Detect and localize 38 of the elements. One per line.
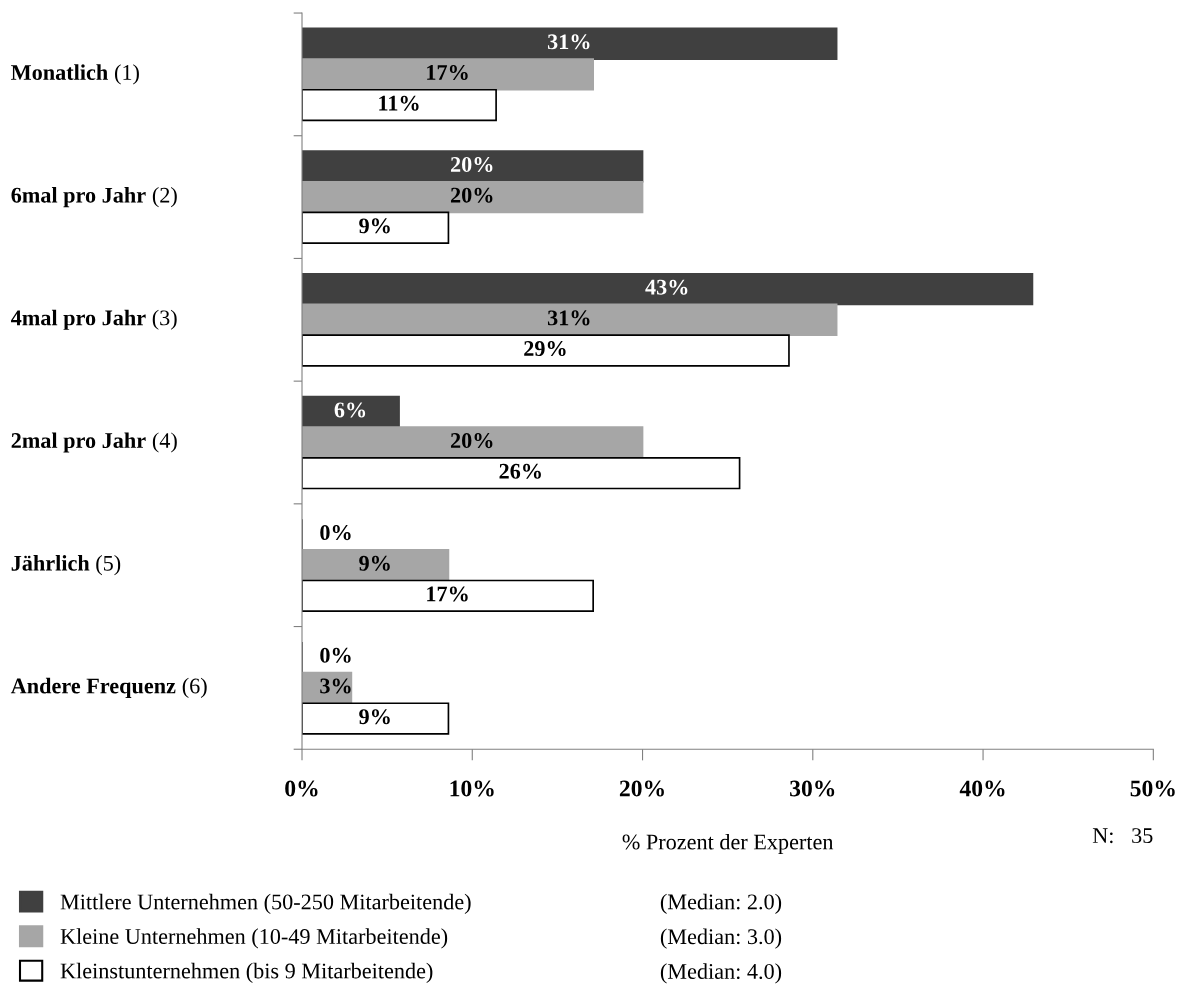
y-tick-label: 2mal pro Jahr (4)	[11, 432, 177, 453]
data-label: 43%	[645, 279, 688, 295]
legend-label: Kleine Unternehmen (10-49 Mitarbeitende)	[60, 928, 448, 949]
y-tick-label: Jährlich (5)	[11, 555, 121, 576]
x-tick-label: 40%	[959, 780, 1005, 797]
x-tick-label: 50%	[1130, 780, 1175, 797]
data-label: 20%	[450, 433, 493, 449]
y-tick-label: 4mal pro Jahr (3)	[11, 309, 177, 330]
data-label: 9%	[359, 555, 390, 571]
y-tick-label: Andere Frequenz (6)	[10, 677, 207, 698]
text: N: 35	[1092, 828, 1153, 844]
text: (Median: 2.0)	[660, 893, 782, 914]
data-label: 31%	[547, 310, 590, 326]
text: (Median: 3.0)	[660, 928, 782, 949]
y-tick-label: 6mal pro Jahr (2)	[11, 187, 177, 208]
data-label: 17%	[427, 586, 468, 602]
data-label: 6%	[334, 402, 366, 418]
legend-label: Kleinstunternehmen (bis 9 Mitarbeitende)	[60, 962, 433, 983]
data-label: 17%	[427, 64, 468, 81]
data-label: 3%	[320, 678, 351, 694]
y-tick-label: Monatlich (1)	[11, 64, 139, 85]
x-axis-title: % Prozent der Experten	[622, 833, 834, 855]
data-label: 20%	[450, 187, 493, 203]
legend-label: Mittlere Unternehmen (50-250 Mitarbeitende)	[60, 893, 471, 914]
data-label: 29%	[524, 341, 566, 357]
data-label: 0%	[320, 647, 351, 663]
x-tick-label: 30%	[790, 780, 835, 797]
text: (Median: 4.0)	[660, 963, 782, 984]
x-tick-label: 10%	[450, 780, 494, 797]
data-label: 0%	[320, 525, 351, 541]
x-tick-label: 0%	[285, 780, 318, 797]
data-label: 9%	[359, 709, 390, 725]
data-label: 11%	[379, 95, 419, 111]
data-label: 26%	[499, 463, 541, 479]
data-label: 20%	[450, 156, 493, 173]
x-tick-label: 20%	[619, 780, 664, 797]
data-label: 9%	[359, 218, 390, 234]
data-label: 31%	[547, 34, 590, 50]
